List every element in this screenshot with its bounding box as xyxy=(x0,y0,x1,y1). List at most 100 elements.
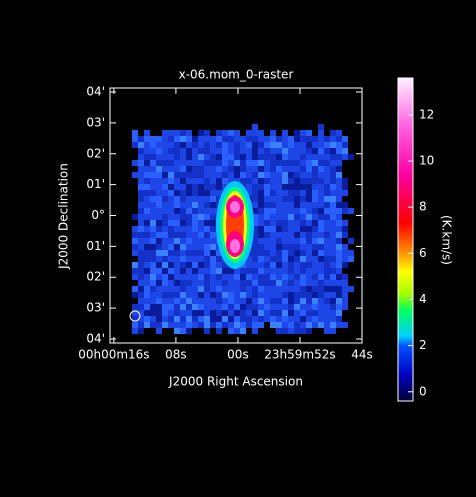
raster-pixel xyxy=(330,190,336,196)
raster-pixel xyxy=(282,160,288,166)
raster-pixel xyxy=(162,136,168,142)
raster-pixel xyxy=(204,178,210,184)
raster-pixel xyxy=(144,250,150,256)
raster-pixel xyxy=(174,274,180,280)
raster-pixel xyxy=(288,196,294,202)
raster-pixel xyxy=(312,244,318,250)
raster-pixel xyxy=(240,292,246,298)
raster-pixel xyxy=(168,256,174,262)
raster-pixel xyxy=(144,238,150,244)
raster-pixel xyxy=(336,232,342,238)
raster-pixel xyxy=(270,196,276,202)
raster-pixel xyxy=(330,166,336,172)
raster-pixel xyxy=(240,142,246,148)
raster-pixel xyxy=(198,166,204,172)
raster-pixel xyxy=(324,154,330,160)
raster-pixel xyxy=(180,208,186,214)
raster-pixel xyxy=(156,196,162,202)
raster-pixel xyxy=(318,178,324,184)
beam xyxy=(129,310,141,322)
raster-pixel xyxy=(156,226,162,232)
raster-pixel xyxy=(210,304,216,310)
raster-pixel xyxy=(318,262,324,268)
raster-pixel xyxy=(168,178,174,184)
raster-pixel xyxy=(300,166,306,172)
raster-pixel xyxy=(150,220,156,226)
raster-pixel xyxy=(318,166,324,172)
raster-pixel xyxy=(258,322,264,328)
raster-pixel xyxy=(300,190,306,196)
raster-pixel xyxy=(192,214,198,220)
raster-pixel xyxy=(156,220,162,226)
raster-pixel xyxy=(222,166,228,172)
x-tick-label: 08s xyxy=(165,348,187,362)
raster-pixel xyxy=(174,208,180,214)
raster-pixel xyxy=(150,214,156,220)
raster-pixel xyxy=(162,322,168,328)
raster-pixel xyxy=(282,262,288,268)
raster-pixel xyxy=(300,292,306,298)
raster-pixel xyxy=(216,292,222,298)
raster-pixel xyxy=(138,178,144,184)
raster-pixel xyxy=(252,184,258,190)
raster-pixel xyxy=(330,130,336,136)
raster-pixel xyxy=(240,262,246,268)
raster-pixel xyxy=(132,316,138,322)
raster-pixel xyxy=(330,232,336,238)
raster-pixel xyxy=(264,280,270,286)
raster-pixel xyxy=(174,298,180,304)
raster-pixel xyxy=(294,298,300,304)
raster-pixel xyxy=(336,208,342,214)
raster-pixel xyxy=(342,244,348,250)
raster-pixel xyxy=(342,232,348,238)
raster-pixel xyxy=(156,148,162,154)
colorbar-tick-label: 6 xyxy=(419,246,427,260)
raster-pixel xyxy=(234,154,240,160)
raster-pixel xyxy=(240,280,246,286)
raster-pixel xyxy=(210,154,216,160)
raster-pixel xyxy=(138,328,144,334)
raster-pixel xyxy=(198,154,204,160)
raster-pixel xyxy=(294,280,300,286)
raster-pixel xyxy=(300,202,306,208)
raster-pixel xyxy=(150,178,156,184)
raster-pixel xyxy=(342,262,348,268)
raster-pixel xyxy=(270,190,276,196)
raster-pixel xyxy=(252,130,258,136)
raster-pixel xyxy=(228,160,234,166)
raster-pixel xyxy=(246,286,252,292)
raster-pixel xyxy=(156,274,162,280)
raster-pixel xyxy=(132,238,138,244)
raster-pixel xyxy=(312,220,318,226)
raster-pixel xyxy=(276,292,282,298)
raster-pixel xyxy=(150,208,156,214)
raster-pixel xyxy=(168,298,174,304)
raster-pixel xyxy=(150,316,156,322)
raster-pixel xyxy=(198,274,204,280)
raster-pixel xyxy=(264,160,270,166)
raster-pixel xyxy=(192,292,198,298)
raster-pixel xyxy=(312,322,318,328)
raster-pixel xyxy=(210,280,216,286)
raster-pixel xyxy=(138,286,144,292)
raster-pixel xyxy=(216,250,222,256)
raster-pixel xyxy=(336,250,342,256)
raster-pixel xyxy=(144,316,150,322)
raster-pixel xyxy=(300,220,306,226)
raster-pixel xyxy=(156,178,162,184)
raster-pixel xyxy=(264,202,270,208)
raster-pixel xyxy=(264,268,270,274)
raster-pixel xyxy=(270,310,276,316)
colorbar-tick-label: 8 xyxy=(419,200,427,214)
colorbar-tick-label: 12 xyxy=(419,107,434,121)
raster-pixel xyxy=(144,256,150,262)
raster-pixel xyxy=(300,268,306,274)
raster-pixel xyxy=(294,250,300,256)
raster-pixel xyxy=(276,298,282,304)
raster-pixel xyxy=(318,316,324,322)
raster-pixel xyxy=(288,154,294,160)
raster-pixel xyxy=(288,142,294,148)
raster-pixel xyxy=(336,322,342,328)
raster-pixel xyxy=(192,160,198,166)
